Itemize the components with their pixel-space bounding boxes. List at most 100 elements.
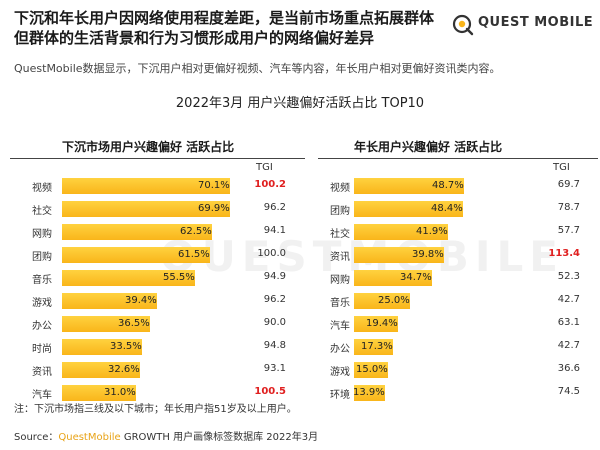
bar-track: 55.5% <box>62 270 254 286</box>
value-label: 36.5% <box>118 318 150 329</box>
bar <box>354 247 444 263</box>
category-label: 游戏 <box>32 298 52 309</box>
value-label: 17.3% <box>361 341 393 352</box>
bar-track: 70.1% <box>62 178 254 194</box>
questmobile-logo: QUEST MOBILE <box>452 12 594 38</box>
tgi-value: 52.3 <box>557 271 580 282</box>
bar <box>354 385 385 401</box>
tgi-value: 96.2 <box>263 202 286 213</box>
category-label: 资讯 <box>32 367 52 378</box>
value-label: 39.4% <box>125 295 157 306</box>
bar-row: 汽车 31.0% 100.5 <box>10 383 305 403</box>
tgi-value: 42.7 <box>557 340 580 351</box>
headline-line-1: 下沉和年长用户因网络使用程度差距，是当前市场重点拓展群体 <box>14 9 435 27</box>
bar-track: 13.9% <box>353 385 534 401</box>
tgi-value: 57.7 <box>557 225 580 236</box>
category-label: 音乐 <box>32 275 52 286</box>
source-rest: GROWTH 用户画像标签数据库 2022年3月 <box>120 432 319 443</box>
source-prefix: Source： <box>14 432 59 443</box>
category-label: 办公 <box>32 321 52 332</box>
bar-track: 19.4% <box>354 316 534 332</box>
bar <box>62 201 230 217</box>
bar-row: 汽车 19.4% 63.1 <box>318 314 598 334</box>
bar-track: 48.4% <box>354 201 534 217</box>
bar-row: 游戏 15.0% 36.6 <box>318 360 598 380</box>
bar-row: 办公 36.5% 90.0 <box>10 314 305 334</box>
bar-track: 61.5% <box>62 247 254 263</box>
tgi-value: 78.7 <box>557 202 580 213</box>
category-label: 时尚 <box>32 344 52 355</box>
tgi-value: 69.7 <box>557 179 580 190</box>
value-label: 61.5% <box>178 249 210 260</box>
bar <box>354 224 448 240</box>
tgi-value: 63.1 <box>557 317 580 328</box>
tgi-value: 100.0 <box>257 248 286 259</box>
bar-row: 网购 34.7% 52.3 <box>318 268 598 288</box>
tgi-value: 42.7 <box>557 294 580 305</box>
chart-main-title: 2022年3月 用户兴趣偏好活跃占比 TOP10 <box>175 96 425 111</box>
bar <box>354 293 410 309</box>
bar <box>354 270 432 286</box>
tgi-header: TGI <box>256 162 273 173</box>
tgi-header: TGI <box>553 162 570 173</box>
value-label: 19.4% <box>366 318 398 329</box>
panel-title-lower-tier: 下沉市场用户兴趣偏好 活跃占比 <box>62 140 235 154</box>
footnote: 注：下沉市场指三线及以下城市；年长用户指51岁及以上用户。 <box>14 404 297 415</box>
tgi-value: 100.2 <box>254 179 286 190</box>
category-label: 社交 <box>330 229 350 240</box>
bar-row: 音乐 25.0% 42.7 <box>318 291 598 311</box>
bar-row: 资讯 32.6% 93.1 <box>10 360 305 380</box>
tgi-value: 90.0 <box>263 317 286 328</box>
source-brand: QuestMobile <box>58 432 121 443</box>
bar-row: 资讯 39.8% 113.4 <box>318 245 598 265</box>
bar-track: 36.5% <box>62 316 254 332</box>
bar-track: 62.5% <box>62 224 254 240</box>
bar <box>62 385 136 401</box>
headline-line-2: 但群体的生活背景和行为习惯形成用户的网络偏好差异 <box>14 29 375 47</box>
value-label: 31.0% <box>104 387 136 398</box>
bar <box>62 362 140 378</box>
headline: 下沉和年长用户因网络使用程度差距，是当前市场重点拓展群体 但群体的生活背景和行为… <box>14 8 434 48</box>
category-label: 音乐 <box>330 298 350 309</box>
bar-row: 网购 62.5% 94.1 <box>10 222 305 242</box>
value-label: 69.9% <box>198 203 230 214</box>
bar-rows: 视频 48.7% 69.7 团购 48.4% 78.7 社交 41.9% 57.7 资讯 39.8%… <box>318 176 598 406</box>
bar <box>62 224 212 240</box>
category-label: 环境 <box>330 390 350 401</box>
logo-text: QUEST MOBILE <box>478 15 594 30</box>
bar-row: 视频 70.1% 100.2 <box>10 176 305 196</box>
bar-row: 时尚 33.5% 94.8 <box>10 337 305 357</box>
bar <box>62 247 210 263</box>
senior-panel: 年长用户兴趣偏好 活跃占比 TGI 视频 48.7% 69.7 团购 48.4% 78.7… <box>318 134 598 401</box>
subtitle: QuestMobile数据显示，下沉用户相对更偏好视频、汽车等内容，年长用户相对… <box>14 62 501 75</box>
bar-track: 32.6% <box>62 362 254 378</box>
tgi-value: 94.9 <box>263 271 286 282</box>
bar <box>62 178 230 194</box>
bar <box>62 270 195 286</box>
bar-track: 31.0% <box>62 385 254 401</box>
bar-rows: 视频 70.1% 100.2 社交 69.9% 96.2 网购 62.5% 94.1 团购 61.5… <box>10 176 305 406</box>
category-label: 办公 <box>330 344 350 355</box>
bar-track: 15.0% <box>354 362 534 378</box>
panel-divider <box>10 158 305 159</box>
source-line: Source：QuestMobile GROWTH 用户画像标签数据库 2022… <box>14 428 318 443</box>
category-label: 视频 <box>330 183 350 194</box>
value-label: 62.5% <box>180 226 212 237</box>
bar-track: 33.5% <box>62 339 254 355</box>
bar-row: 视频 48.7% 69.7 <box>318 176 598 196</box>
category-label: 视频 <box>32 183 52 194</box>
bar-row: 社交 69.9% 96.2 <box>10 199 305 219</box>
bar-row: 团购 48.4% 78.7 <box>318 199 598 219</box>
category-label: 团购 <box>330 206 350 217</box>
bar-row: 音乐 55.5% 94.9 <box>10 268 305 288</box>
bar <box>354 178 464 194</box>
panel-divider <box>318 158 598 159</box>
value-label: 13.9% <box>353 387 385 398</box>
bar-track: 39.8% <box>354 247 534 263</box>
panel-title-senior: 年长用户兴趣偏好 活跃占比 <box>354 140 503 154</box>
bar <box>354 201 463 217</box>
bar <box>62 339 142 355</box>
value-label: 48.4% <box>431 203 463 214</box>
value-label: 39.8% <box>412 249 444 260</box>
bar <box>62 293 157 309</box>
